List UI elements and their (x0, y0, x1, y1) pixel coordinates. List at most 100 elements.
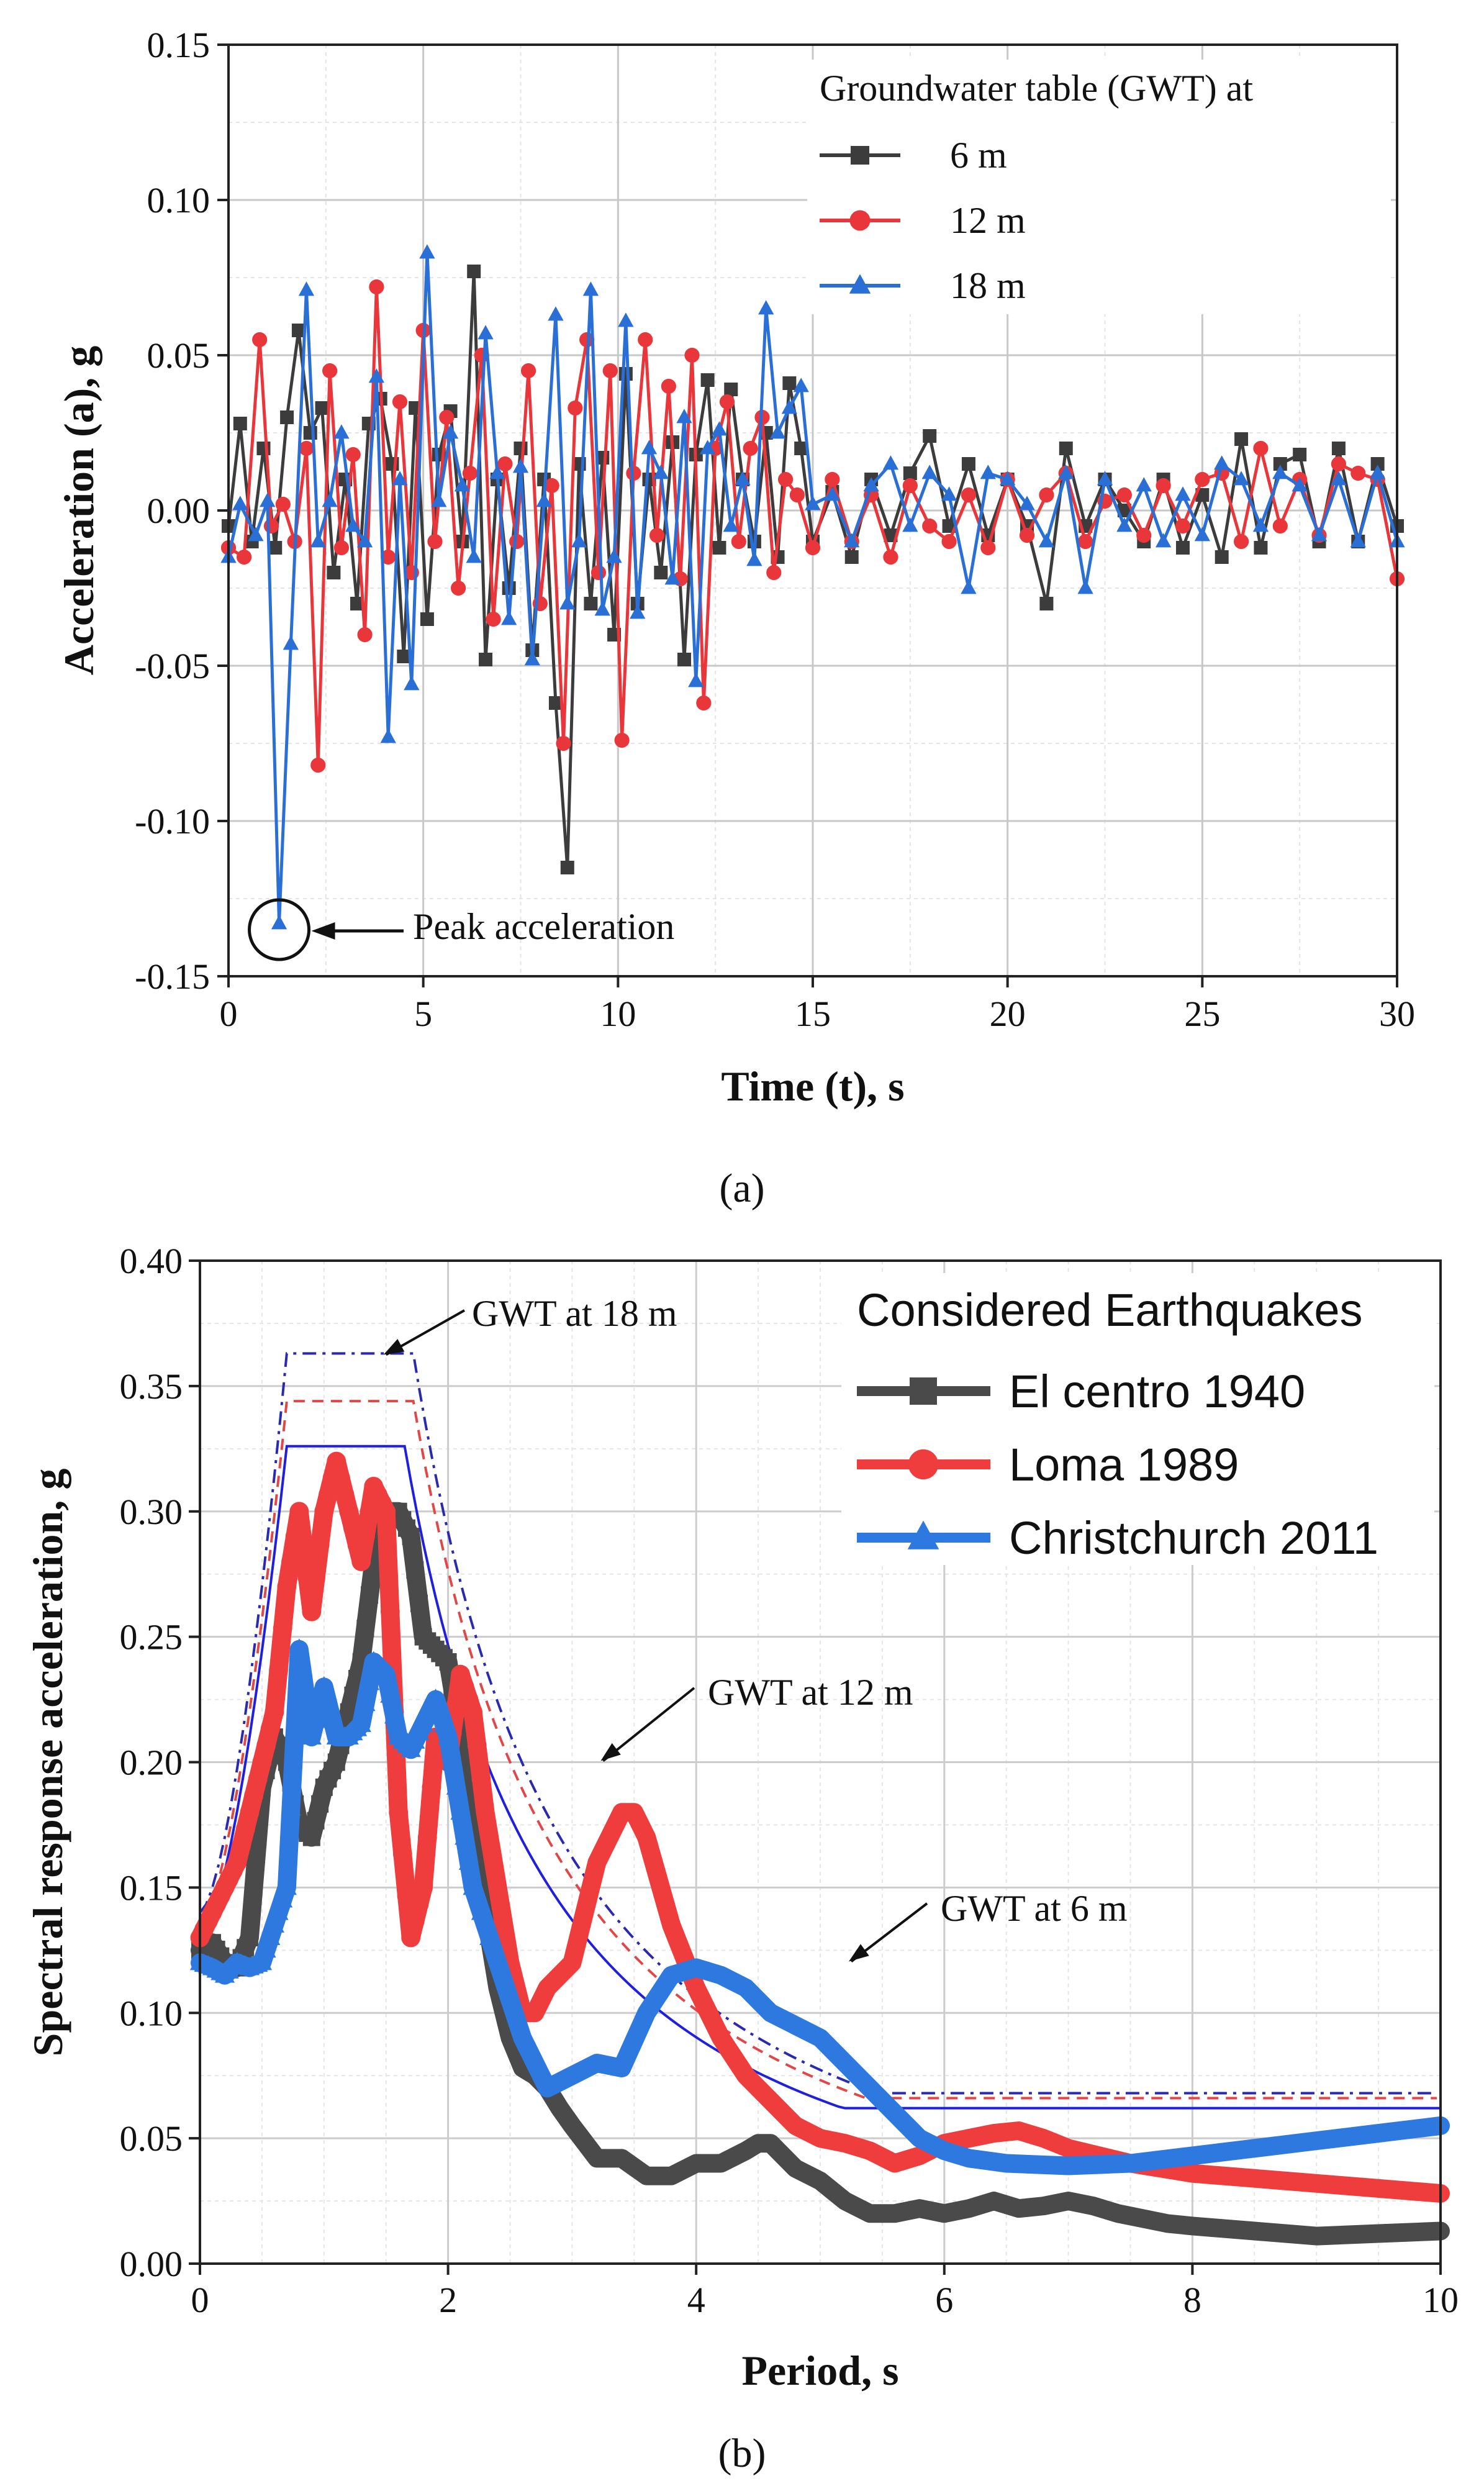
data-point (273, 1889, 293, 1908)
data-point (327, 1451, 346, 1471)
data-point (699, 440, 716, 455)
series-Christchurch-2011 (189, 1638, 1450, 2175)
data-point (361, 1586, 379, 1604)
data-point (417, 1828, 437, 1848)
y-tick-label: 0.30 (120, 1492, 183, 1532)
data-point (584, 597, 598, 610)
y-tick-label: 0.00 (147, 491, 210, 531)
x-tick-label: 8 (1183, 2280, 1201, 2320)
data-point (769, 424, 786, 439)
data-point (1234, 432, 1249, 446)
data-point (438, 1726, 458, 1745)
data-point (314, 1502, 334, 1522)
y-tick-label: 0.35 (120, 1366, 183, 1407)
legend-a: 6 m 12 m 18 m (820, 135, 1026, 306)
data-point (404, 676, 420, 691)
x-tick-label: 10 (1423, 2280, 1459, 2320)
data-point (289, 1638, 309, 1657)
data-point (233, 417, 247, 430)
code-annotation-label: GWT at 18 m (472, 1293, 677, 1334)
data-point (281, 1552, 301, 1571)
data-point (1370, 457, 1385, 471)
data-point (781, 399, 798, 414)
data-point (824, 486, 841, 501)
data-point (1369, 465, 1386, 479)
legend-label: 6 m (950, 135, 1007, 176)
data-point (1019, 496, 1035, 510)
data-point (941, 486, 957, 501)
data-point (1195, 471, 1210, 488)
data-point (560, 861, 574, 874)
data-point (568, 400, 583, 416)
data-point (299, 440, 314, 456)
y-axis-label-b: Spectral response acceleration, g (24, 1469, 71, 2057)
data-point (302, 1828, 320, 1846)
legend-marker (849, 274, 871, 294)
data-point (381, 549, 396, 565)
data-point (782, 376, 797, 390)
data-point (463, 1876, 483, 1895)
x-tick-label: 30 (1379, 994, 1415, 1034)
y-tick-label: -0.10 (135, 801, 210, 841)
legend-marker (849, 210, 871, 231)
data-point (777, 471, 794, 488)
data-point (248, 527, 264, 542)
data-point (641, 440, 658, 455)
data-point (327, 1753, 345, 1771)
y-tick-label: 0.15 (147, 25, 210, 65)
data-point (251, 1952, 272, 1971)
data-point (355, 1692, 376, 1712)
data-point (356, 1526, 375, 1546)
data-point (630, 604, 646, 619)
data-point (376, 1502, 396, 1522)
data-point (275, 496, 291, 512)
data-point (389, 1802, 409, 1822)
legend-title-b: Considered Earthquakes (857, 1284, 1363, 1336)
data-point (252, 1753, 272, 1772)
data-point (276, 1876, 297, 1895)
data-point (594, 601, 610, 616)
y-tick-label: 0.00 (120, 2244, 183, 2284)
data-point (502, 581, 516, 595)
data-point (406, 1561, 424, 1579)
data-point (805, 540, 821, 556)
data-point (442, 1751, 463, 1770)
data-point (902, 517, 918, 532)
y-tick-label: 0.05 (147, 335, 210, 376)
data-point (1000, 471, 1016, 486)
data-point (351, 1713, 371, 1732)
data-point (1156, 478, 1171, 494)
data-point (980, 465, 996, 479)
data-point (455, 1826, 475, 1845)
data-point (903, 466, 917, 480)
data-point (263, 518, 279, 534)
data-point (256, 1736, 276, 1755)
data-point (1331, 471, 1347, 486)
data-point (427, 533, 443, 550)
data-point (520, 363, 536, 379)
series-12-m (220, 279, 1405, 773)
data-point (310, 533, 326, 548)
x-tick-label: 15 (795, 994, 831, 1034)
data-point (1331, 442, 1346, 455)
data-point (735, 471, 751, 486)
data-point (405, 1911, 425, 1931)
legend-marker (907, 1520, 939, 1549)
data-point (240, 1802, 260, 1822)
data-point (302, 1602, 322, 1621)
x-tick-label: 4 (687, 2280, 705, 2320)
panel-label-b: (b) (718, 2431, 766, 2476)
data-point (1293, 448, 1307, 461)
data-point (252, 332, 268, 348)
data-point (902, 478, 918, 494)
data-point (294, 1535, 313, 1554)
data-point (430, 1701, 450, 1720)
y-tick-label: 0.05 (120, 2118, 183, 2159)
data-point (277, 1577, 297, 1597)
data-point (467, 1736, 487, 1755)
data-point (345, 447, 361, 463)
data-point (825, 471, 840, 488)
data-point (514, 442, 528, 455)
data-point (414, 1877, 433, 1897)
data-point (454, 477, 471, 492)
